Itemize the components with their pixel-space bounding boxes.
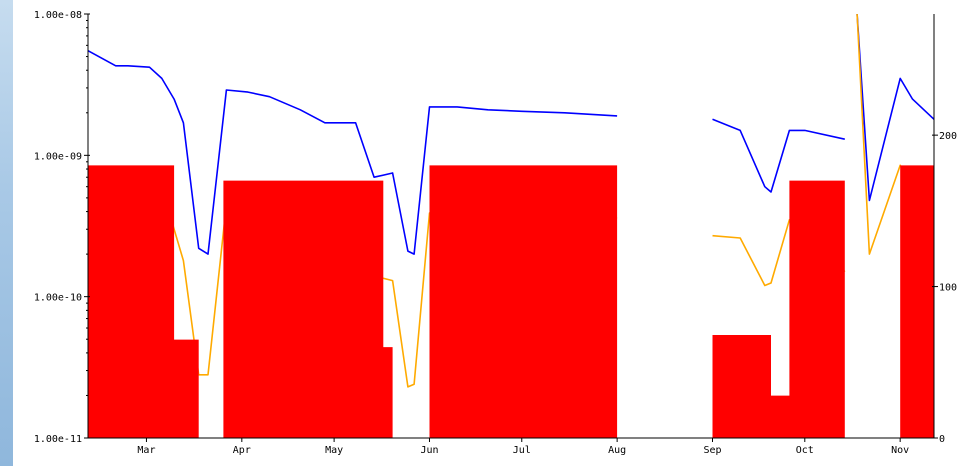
x-tick-label: Aug [608, 445, 626, 456]
series-3-area-2 [223, 181, 392, 438]
y-tick-label: 1.00e-09 [34, 151, 82, 162]
y-tick-label: 1.00e-10 [34, 293, 82, 304]
y2-tick-label: 100 [939, 283, 957, 294]
y2-tick-label: 0 [939, 434, 945, 445]
x-tick-label: Oct [796, 445, 814, 456]
x-tick-label: Jun [420, 445, 438, 456]
x-tick-label: Nov [891, 445, 909, 456]
x-tick-label: Mar [137, 445, 155, 456]
time-series-chart: 1.00e-08 1.00e-09 1.00e-10 1.00e-11 200 100 0 M… [13, 0, 959, 466]
x-tick-label: Sep [703, 445, 721, 456]
x-tick-label: May [325, 445, 343, 456]
y-tick-label: 1.00e-11 [34, 434, 82, 445]
x-tick-label: Jul [513, 445, 531, 456]
chart-panel: 1.00e-08 1.00e-09 1.00e-10 1.00e-11 200 100 0 M… [13, 0, 959, 466]
y2-tick-label: 200 [939, 131, 957, 142]
series-3-area-5 [900, 165, 934, 438]
x-tick-label: Apr [233, 445, 251, 456]
series-3-area-3 [430, 165, 618, 438]
y-tick-label: 1.00e-08 [34, 10, 82, 21]
